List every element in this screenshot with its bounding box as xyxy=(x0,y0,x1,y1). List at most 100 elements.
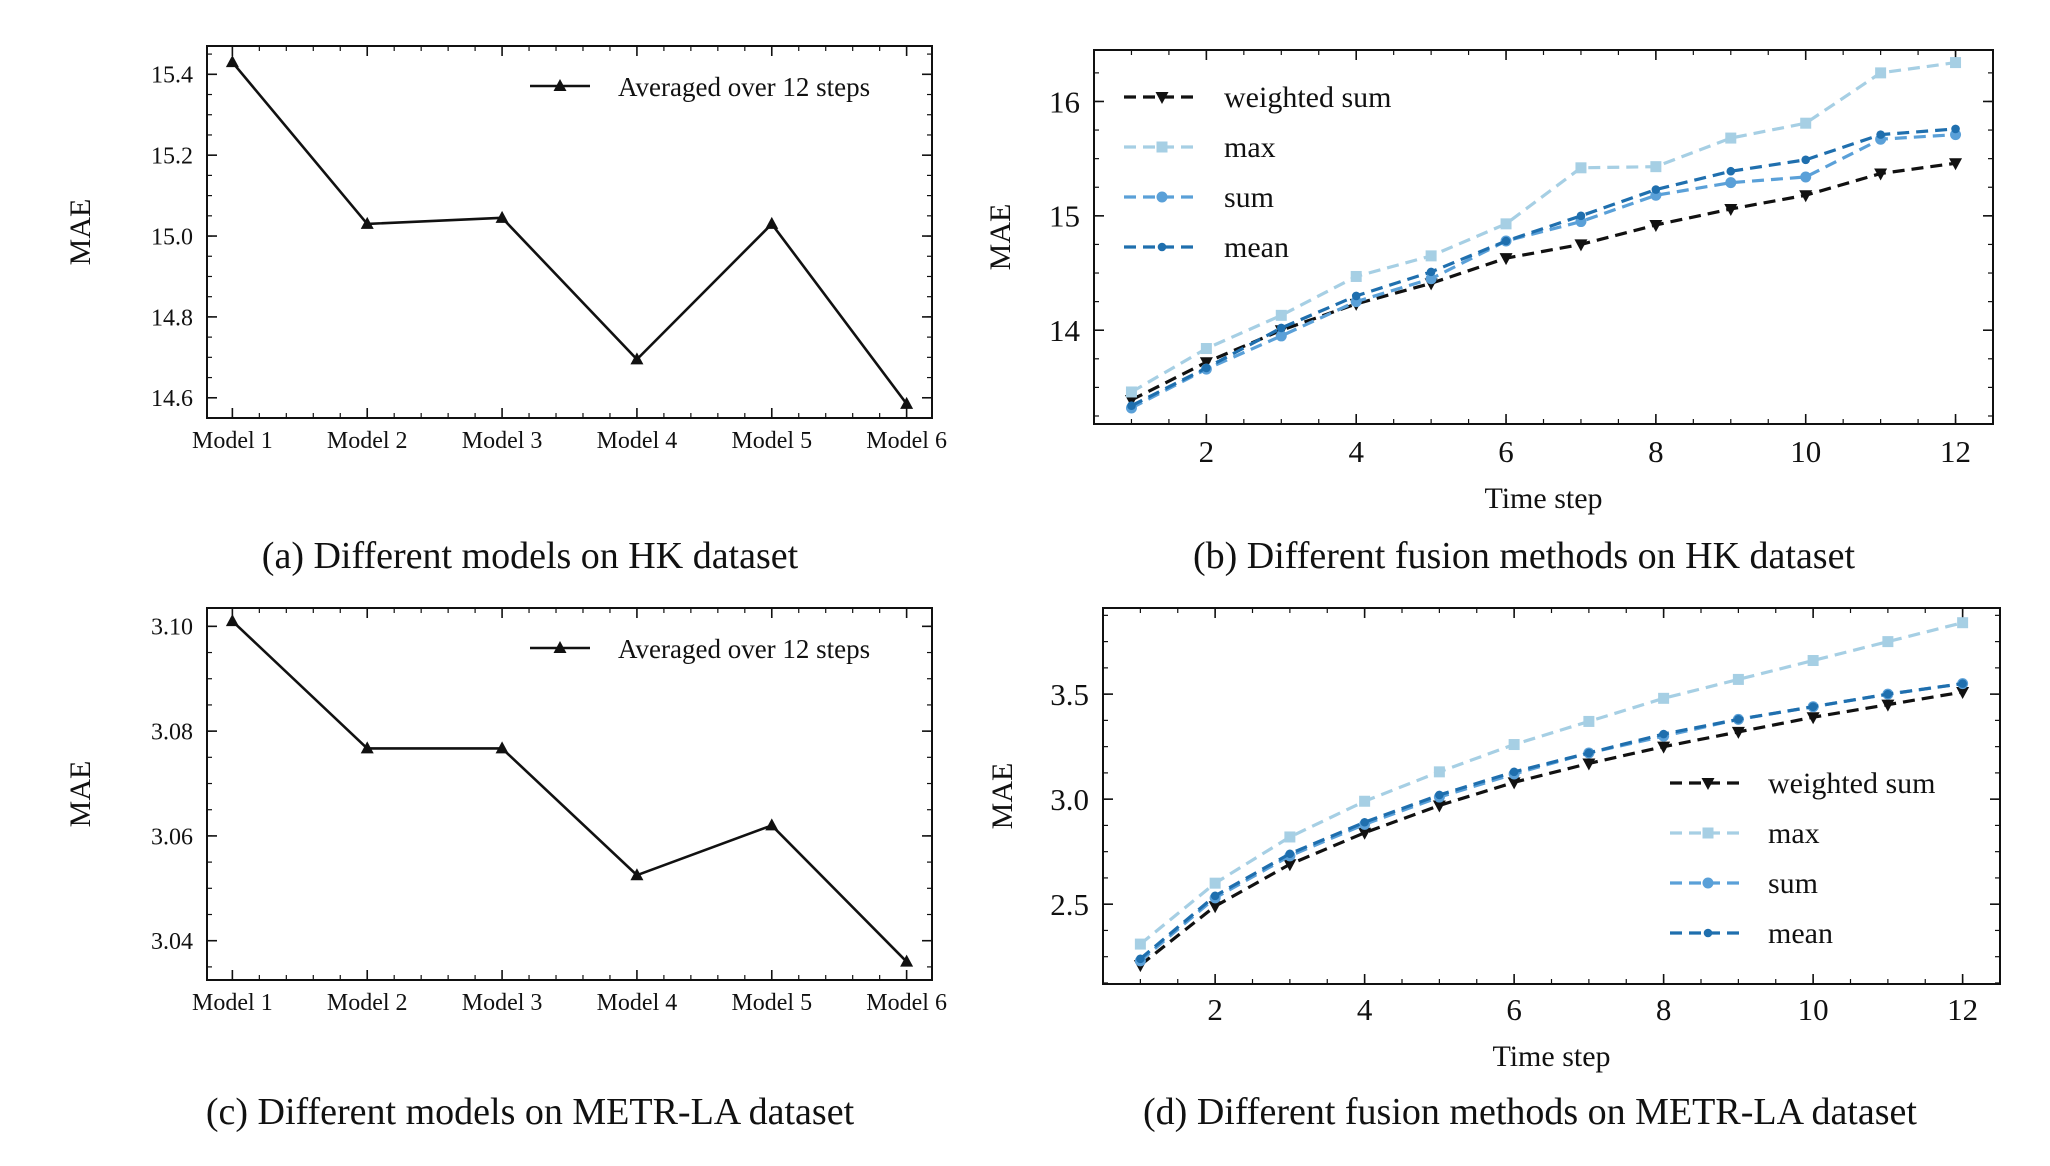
xtick-label-d: 6 xyxy=(1506,992,1522,1027)
xtick-label-a: Model 6 xyxy=(866,428,947,454)
data-point-d-1-2 xyxy=(1284,831,1296,843)
legend-c: Averaged over 12 steps xyxy=(530,634,870,664)
series-a-0 xyxy=(225,55,914,409)
xtick-label-d: 4 xyxy=(1357,992,1373,1027)
data-point-d-1-1 xyxy=(1209,877,1221,889)
legend-marker-c-0 xyxy=(553,641,567,653)
series-b-3 xyxy=(1127,124,1960,411)
xtick-label-d: 12 xyxy=(1947,992,1978,1027)
data-point-b-1-3 xyxy=(1350,270,1362,282)
legend-marker-a-0 xyxy=(553,79,567,91)
legend-label-d-0: weighted sum xyxy=(1768,767,1935,800)
legend-marker-b-2 xyxy=(1156,191,1168,203)
legend-marker-d-2 xyxy=(1702,877,1714,889)
data-point-d-3-9 xyxy=(1808,702,1818,712)
ytick-label-c: 3.08 xyxy=(151,720,193,746)
xtick-label-c: Model 1 xyxy=(192,990,273,1016)
y-axis-label-c: MAE xyxy=(64,761,97,828)
ytick-label-d: 3.5 xyxy=(1050,677,1089,712)
data-point-b-0-8 xyxy=(1724,203,1738,216)
series-line-b-1 xyxy=(1130,60,1956,394)
series-line-b-2 xyxy=(1130,133,1956,410)
data-point-d-0-6 xyxy=(1582,758,1596,771)
data-point-b-3-11 xyxy=(1951,124,1960,134)
xtick-label-c: Model 4 xyxy=(597,990,678,1016)
xtick-label-b: 6 xyxy=(1498,434,1514,469)
data-point-b-0-0 xyxy=(1124,394,1138,407)
ytick-label-a: 14.8 xyxy=(151,305,193,331)
data-point-b-1-2 xyxy=(1275,309,1287,321)
data-point-d-0-1 xyxy=(1208,901,1222,914)
data-point-b-3-1 xyxy=(1202,363,1211,373)
caption-b: (b) Different fusion methods on HK datas… xyxy=(1193,535,1855,577)
data-point-b-3-8 xyxy=(1726,166,1736,176)
chart-b: 14 15 16 2 4 6 8 10 12 MAE Time step weighted sum ma… xyxy=(984,49,1994,577)
data-point-a-0-5 xyxy=(900,396,914,409)
xtick-label-b: 10 xyxy=(1790,434,1821,469)
legend-marker-b-3 xyxy=(1157,242,1167,252)
legend-label-d-1: max xyxy=(1768,817,1820,850)
legend-a: Averaged over 12 steps xyxy=(530,72,870,102)
legend-marker-d-1 xyxy=(1702,827,1714,839)
series-line-d-2 xyxy=(1139,682,1963,963)
xtick-label-b: 8 xyxy=(1648,434,1664,469)
series-d-2 xyxy=(1134,678,1969,967)
data-point-b-3-5 xyxy=(1501,236,1511,246)
data-point-b-0-10 xyxy=(1874,168,1888,181)
data-point-d-1-0 xyxy=(1134,938,1146,950)
chart-c: 3.04 3.06 3.08 3.10 Model 1 Model 2 Model 3 Mod… xyxy=(64,607,947,1133)
series-d-0 xyxy=(1133,687,1970,973)
legend-label-b-2: sum xyxy=(1224,181,1274,214)
legend-label-b-3: mean xyxy=(1224,231,1289,264)
data-point-a-0-3 xyxy=(630,352,644,365)
chart-d: 2.5 3.0 3.5 2 4 6 8 10 12 MAE Time step weighted su… xyxy=(986,607,2001,1133)
ytick-label-d: 3.0 xyxy=(1050,782,1089,817)
legend-label-b-1: max xyxy=(1224,131,1276,164)
plot-area-a: 14.6 14.8 15.0 15.2 15.4 Model 1 Model 2 Model … xyxy=(64,45,947,454)
plot-frame-a xyxy=(206,45,933,419)
data-point-b-0-7 xyxy=(1649,219,1663,232)
data-point-d-0-2 xyxy=(1283,859,1297,872)
data-point-d-1-8 xyxy=(1732,673,1744,685)
series-line-b-3 xyxy=(1130,127,1956,408)
data-point-b-2-4 xyxy=(1425,273,1437,285)
data-point-d-0-4 xyxy=(1432,800,1446,813)
data-point-b-0-5 xyxy=(1499,253,1513,266)
caption-d: (d) Different fusion methods on METR-LA … xyxy=(1143,1091,1917,1133)
data-point-b-3-4 xyxy=(1426,267,1436,277)
data-point-d-3-5 xyxy=(1509,767,1519,777)
data-point-c-0-0 xyxy=(225,614,239,627)
data-point-b-0-11 xyxy=(1949,158,1963,171)
data-point-d-1-3 xyxy=(1359,795,1371,807)
legend-b: weighted sum max sum mean xyxy=(1124,81,1391,264)
data-point-d-3-3 xyxy=(1360,817,1369,827)
data-point-c-0-4 xyxy=(765,818,779,831)
data-point-d-3-6 xyxy=(1584,748,1594,758)
data-point-d-3-8 xyxy=(1734,715,1743,724)
data-point-d-0-11 xyxy=(1956,687,1970,700)
series-line-a-0 xyxy=(231,61,908,405)
xtick-label-c: Model 6 xyxy=(866,990,947,1016)
data-point-d-1-7 xyxy=(1658,692,1670,704)
data-point-b-3-7 xyxy=(1651,185,1661,194)
legend-label-c-0: Averaged over 12 steps xyxy=(618,634,870,664)
data-point-d-0-5 xyxy=(1507,777,1521,790)
series-line-d-1 xyxy=(1139,621,1964,946)
ytick-label-c: 3.06 xyxy=(151,824,193,850)
data-point-b-1-7 xyxy=(1650,161,1662,173)
data-point-d-0-9 xyxy=(1806,712,1820,725)
data-point-c-0-2 xyxy=(495,741,509,754)
ytick-label-a: 15.4 xyxy=(151,63,193,89)
ytick-label-a: 15.2 xyxy=(151,144,193,170)
ytick-label-b: 16 xyxy=(1049,84,1080,119)
ytick-label-d: 2.5 xyxy=(1050,887,1089,922)
data-point-b-1-11 xyxy=(1950,57,1962,69)
legend-d: weighted sum max sum mean xyxy=(1670,767,1935,950)
xtick-label-d: 2 xyxy=(1207,992,1223,1027)
legend-marker-b-1 xyxy=(1156,141,1168,153)
xtick-label-a: Model 2 xyxy=(327,428,408,454)
data-point-d-0-10 xyxy=(1881,699,1895,712)
caption-a: (a) Different models on HK dataset xyxy=(262,535,799,577)
data-point-d-3-2 xyxy=(1285,849,1295,859)
